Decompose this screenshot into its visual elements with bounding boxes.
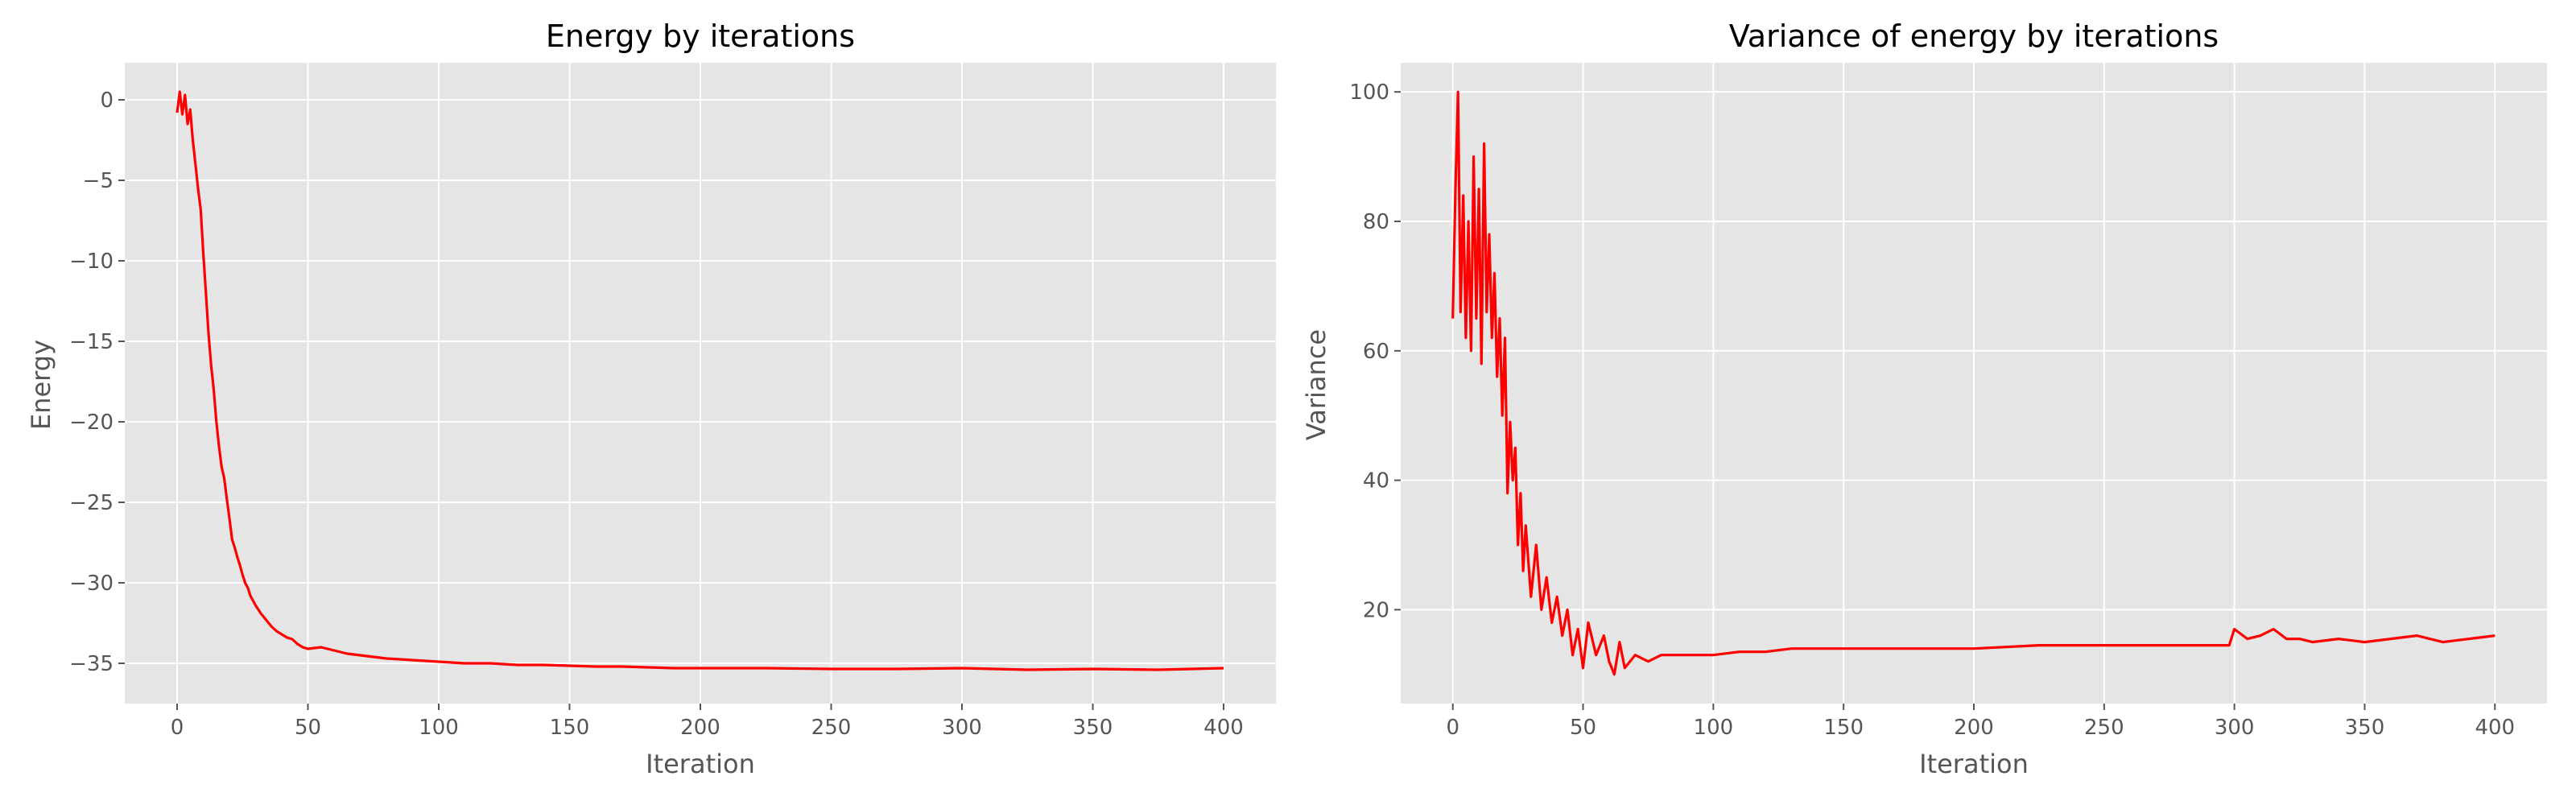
variance-chart-panel: Variance of energy by iterations Iterati… — [1301, 19, 2547, 779]
energy-x-axis-label: Iteration — [646, 749, 755, 779]
energy-y-tick-label: −30 — [69, 572, 114, 596]
energy-x-tick-label: 150 — [550, 716, 590, 740]
variance-x-tick-label: 50 — [1570, 716, 1596, 740]
energy-y-tick-label: −5 — [83, 169, 114, 193]
variance-y-tick-label: 20 — [1363, 598, 1389, 622]
energy-chart-panel: Energy by iterations Iteration Energy 0 5… — [26, 19, 1276, 779]
variance-x-tick-label: 300 — [2215, 716, 2255, 740]
variance-y-axis-label: Variance — [1301, 329, 1331, 440]
variance-x-tick-label: 0 — [1446, 716, 1459, 740]
energy-x-tick-label: 400 — [1203, 716, 1244, 740]
energy-series-line — [175, 90, 1224, 671]
energy-x-tick-label: 50 — [295, 716, 321, 740]
energy-y-tick-label: −25 — [69, 491, 114, 515]
variance-chart-title: Variance of energy by iterations — [1729, 19, 2219, 54]
variance-y-tick-label: 100 — [1349, 80, 1389, 105]
variance-x-tick-label: 250 — [2084, 716, 2124, 740]
variance-series-line — [1451, 90, 2496, 676]
variance-x-tick-label: 200 — [1954, 716, 1994, 740]
energy-y-tick-label: −15 — [69, 330, 114, 354]
variance-y-tick-label: 80 — [1363, 210, 1389, 234]
energy-y-tick-label: −20 — [69, 411, 114, 435]
energy-y-tick-label: 0 — [100, 89, 114, 113]
energy-x-tick-label: 250 — [811, 716, 852, 740]
energy-y-axis-label: Energy — [26, 340, 56, 430]
energy-chart-title: Energy by iterations — [546, 19, 855, 54]
variance-y-tick-label: 60 — [1363, 340, 1389, 364]
energy-x-tick-label: 0 — [171, 716, 184, 740]
variance-x-tick-label: 400 — [2475, 716, 2515, 740]
variance-x-tick-label: 350 — [2345, 716, 2385, 740]
energy-x-tick-label: 300 — [942, 716, 982, 740]
energy-x-tick-label: 350 — [1073, 716, 1113, 740]
variance-x-axis-label: Iteration — [1919, 749, 2029, 779]
energy-x-tick-label: 200 — [680, 716, 720, 740]
variance-y-tick-label: 40 — [1363, 469, 1389, 493]
variance-x-tick-label: 100 — [1694, 716, 1734, 740]
energy-x-tick-label: 100 — [419, 716, 459, 740]
energy-y-tick-label: −35 — [69, 652, 114, 676]
energy-y-tick-label: −10 — [69, 250, 114, 274]
variance-x-tick-label: 150 — [1823, 716, 1864, 740]
